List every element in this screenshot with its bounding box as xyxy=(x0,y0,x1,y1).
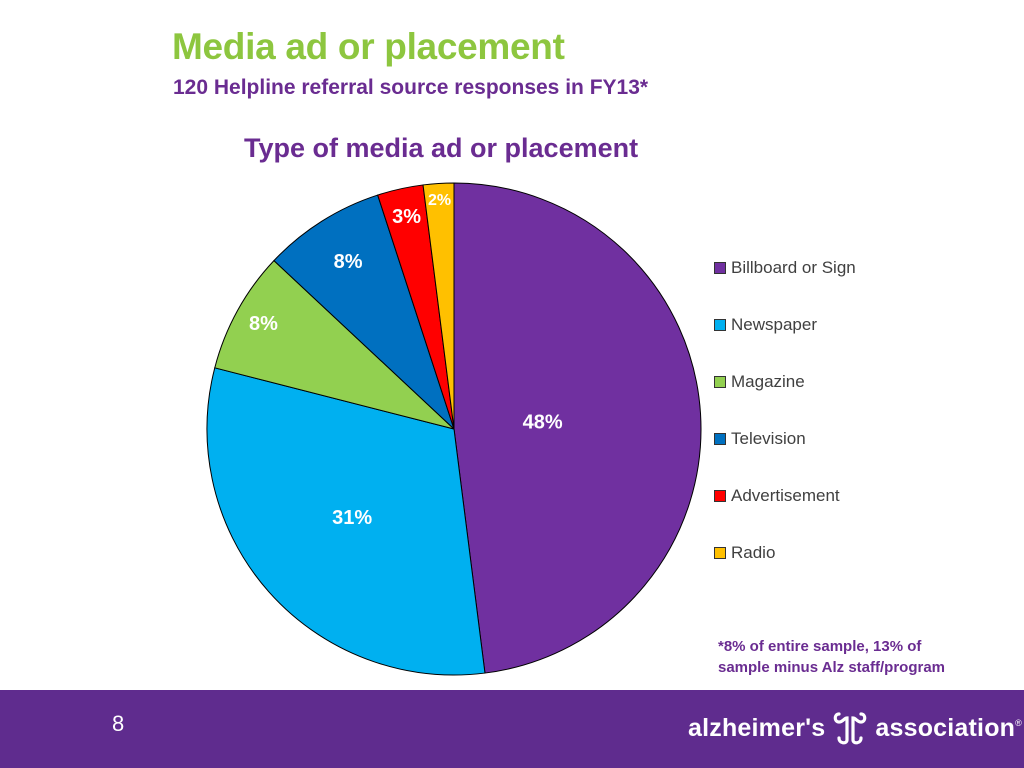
pie-chart: 48% 31% 8% 8% 3% 2% xyxy=(206,182,702,676)
footnote-line-2: sample minus Alz staff/program xyxy=(718,659,945,676)
pie-slice-magazine xyxy=(214,259,455,430)
pie-data-label-advertisement: 3% xyxy=(392,206,421,228)
legend-swatch-advertisement xyxy=(714,490,726,502)
legend-label: Television xyxy=(731,429,806,448)
pie-data-label-radio: 2% xyxy=(428,192,451,209)
slide-title: Media ad or placement xyxy=(172,26,565,67)
legend-label: Magazine xyxy=(731,372,805,391)
legend-item-magazine: Magazine xyxy=(714,370,856,394)
pie-data-label-television: 8% xyxy=(334,251,363,273)
pie-slice-radio xyxy=(422,182,455,430)
purple-puzzle-icon xyxy=(834,712,867,745)
footnote-line-1: *8% of entire sample, 13% of xyxy=(718,638,922,655)
legend-item-billboard-or-sign: Billboard or Sign xyxy=(714,256,856,280)
pie-slice-television xyxy=(273,194,455,430)
legend-swatch-newspaper xyxy=(714,319,726,331)
pie-data-label-billboard-or-sign: 48% xyxy=(523,412,563,434)
legend-item-radio: Radio xyxy=(714,541,856,565)
legend-label: Radio xyxy=(731,543,776,562)
alzheimers-association-logo: alzheimer's association ® xyxy=(688,710,1022,746)
legend-swatch-television xyxy=(714,433,726,445)
legend-label: Billboard or Sign xyxy=(731,258,856,277)
chart-legend: Billboard or Sign Newspaper Magazine Tel… xyxy=(714,256,856,598)
legend-item-television: Television xyxy=(714,427,856,451)
slide-subtitle: 120 Helpline referral source responses i… xyxy=(173,76,649,99)
pie-data-label-magazine: 8% xyxy=(249,313,278,335)
registered-mark: ® xyxy=(1015,718,1022,728)
footer-bar: 8 alzheimer's association ® xyxy=(0,690,1024,768)
pie-data-label-newspaper: 31% xyxy=(332,507,372,529)
legend-swatch-magazine xyxy=(714,376,726,388)
legend-item-advertisement: Advertisement xyxy=(714,484,856,508)
page-number: 8 xyxy=(112,711,125,736)
legend-label: Newspaper xyxy=(731,315,817,334)
legend-label: Advertisement xyxy=(731,486,840,505)
pie-slice-newspaper xyxy=(206,367,486,676)
logo-word-association: association xyxy=(875,713,1016,742)
legend-item-newspaper: Newspaper xyxy=(714,313,856,337)
footnote: *8% of entire sample, 13% of sample minu… xyxy=(718,636,945,678)
logo-word-alzheimers: alzheimer's xyxy=(688,713,826,742)
legend-swatch-billboard-or-sign xyxy=(714,262,726,274)
chart-title: Type of media ad or placement xyxy=(244,133,639,163)
pie-slice-billboard-or-sign xyxy=(453,182,702,674)
legend-swatch-radio xyxy=(714,547,726,559)
